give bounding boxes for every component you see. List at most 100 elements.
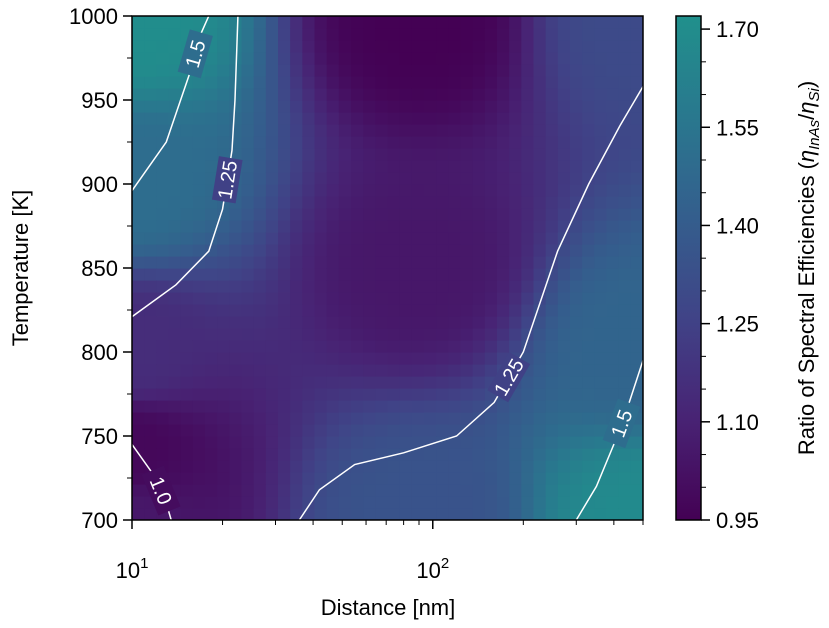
heatmap-cell: [205, 256, 218, 269]
heatmap-cell: [509, 316, 522, 329]
heatmap-cell: [156, 172, 170, 185]
heatmap-cell: [278, 124, 291, 137]
heatmap-cell: [557, 100, 571, 113]
heatmap-cell: [594, 508, 608, 520]
heatmap-cell: [472, 316, 486, 329]
heatmap-cell: [351, 424, 364, 437]
heatmap-cell: [411, 232, 425, 245]
heatmap-cell: [594, 328, 608, 341]
heatmap-cell: [156, 40, 170, 53]
heatmap-cell: [229, 124, 243, 137]
heatmap-cell: [545, 292, 559, 305]
x-tick-label: 102: [416, 555, 449, 583]
heatmap-cell: [582, 172, 595, 185]
heatmap-cell: [399, 76, 413, 89]
heatmap-cell: [278, 340, 291, 353]
heatmap-cell: [509, 460, 522, 473]
heatmap-cell: [192, 76, 206, 89]
heatmap-cell: [472, 256, 486, 269]
heatmap-cell: [545, 232, 559, 245]
heatmap-cell: [630, 268, 643, 281]
heatmap-cell: [497, 124, 510, 137]
heatmap-cell: [411, 28, 425, 41]
heatmap-cell: [557, 136, 571, 149]
heatmap-cell: [229, 376, 243, 389]
heatmap-cell: [302, 112, 316, 125]
heatmap-cell: [144, 400, 157, 413]
heatmap-cell: [363, 244, 376, 257]
heatmap-cell: [424, 172, 437, 185]
heatmap-cell: [156, 388, 170, 401]
heatmap-cell: [618, 244, 632, 257]
heatmap-cell: [606, 112, 620, 125]
heatmap-cell: [570, 508, 583, 520]
heatmap-cell: [229, 28, 243, 41]
heatmap-cell: [265, 124, 279, 137]
heatmap-cell: [594, 376, 608, 389]
heatmap-cell: [351, 316, 364, 329]
heatmap-cell: [290, 352, 303, 365]
heatmap-cell: [460, 460, 474, 473]
heatmap-cell: [338, 496, 352, 509]
heatmap-cell: [302, 508, 316, 520]
heatmap-cell: [594, 172, 608, 185]
heatmap-cell: [217, 460, 230, 473]
heatmap-cell: [180, 244, 194, 257]
heatmap-cell: [606, 304, 620, 317]
heatmap-cell: [570, 244, 583, 257]
heatmap-cell: [168, 64, 182, 77]
heatmap-cell: [460, 496, 474, 509]
heatmap-cell: [326, 328, 340, 341]
heatmap-cell: [557, 388, 571, 401]
heatmap-cell: [436, 160, 449, 173]
heatmap-cell: [290, 412, 303, 425]
heatmap-cell: [314, 88, 328, 101]
heatmap-cell: [314, 40, 328, 53]
heatmap-cell: [278, 472, 291, 485]
heatmap-cell: [265, 340, 279, 353]
heatmap-cell: [582, 64, 595, 77]
heatmap-cell: [314, 280, 328, 293]
heatmap-cell: [618, 100, 632, 113]
heatmap-cell: [192, 412, 206, 425]
heatmap-cell: [570, 280, 583, 293]
heatmap-cell: [278, 16, 291, 29]
heatmap-cell: [521, 460, 535, 473]
heatmap-cell: [180, 172, 194, 185]
heatmap-cell: [630, 376, 643, 389]
heatmap-cell: [472, 472, 486, 485]
heatmap-cell: [278, 412, 291, 425]
heatmap-cell: [217, 316, 230, 329]
heatmap-cell: [557, 352, 571, 365]
heatmap-cell: [509, 268, 522, 281]
heatmap-cell: [448, 88, 462, 101]
heatmap-cell: [217, 40, 230, 53]
heatmap-cell: [387, 28, 401, 41]
heatmap-cell: [375, 88, 389, 101]
heatmap-cell: [399, 124, 413, 137]
heatmap-cell: [314, 328, 328, 341]
heatmap-cell: [570, 100, 583, 113]
heatmap-cell: [424, 256, 437, 269]
heatmap-cell: [509, 16, 522, 29]
heatmap-cell: [533, 268, 547, 281]
heatmap-cell: [363, 304, 376, 317]
heatmap-cell: [618, 160, 632, 173]
heatmap-cell: [484, 400, 498, 413]
heatmap-cell: [241, 220, 255, 233]
heatmap-cell: [557, 424, 571, 437]
heatmap-cell: [253, 412, 267, 425]
heatmap-cell: [338, 304, 352, 317]
heatmap-cell: [484, 64, 498, 77]
heatmap-cell: [606, 364, 620, 377]
heatmap-cell: [338, 448, 352, 461]
heatmap-cell: [533, 220, 547, 233]
heatmap-cell: [460, 232, 474, 245]
heatmap-cell: [582, 388, 595, 401]
heatmap-cell: [582, 424, 595, 437]
y-tick-label: 800: [81, 340, 118, 365]
heatmap-cell: [606, 388, 620, 401]
heatmap-cell: [168, 292, 182, 305]
heatmap-cell: [192, 292, 206, 305]
heatmap-cell: [217, 508, 230, 520]
